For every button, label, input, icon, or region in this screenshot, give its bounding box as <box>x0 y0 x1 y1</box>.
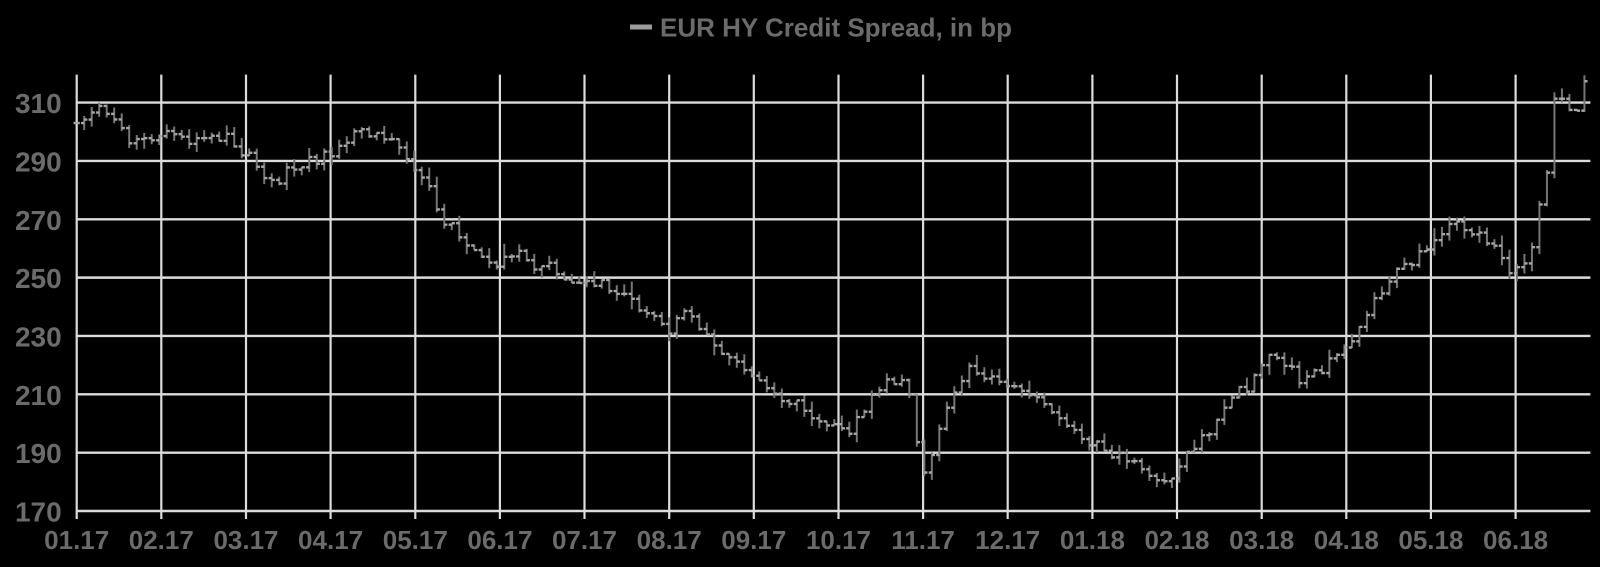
svg-text:190: 190 <box>15 438 62 469</box>
svg-text:07.17: 07.17 <box>552 525 617 555</box>
svg-text:01.18: 01.18 <box>1060 525 1125 555</box>
svg-text:10.17: 10.17 <box>806 525 871 555</box>
svg-text:03.18: 03.18 <box>1229 525 1294 555</box>
svg-text:09.17: 09.17 <box>721 525 786 555</box>
svg-text:290: 290 <box>15 146 62 177</box>
svg-text:EUR HY Credit Spread, in bp: EUR HY Credit Spread, in bp <box>660 13 1012 43</box>
svg-text:230: 230 <box>15 322 62 353</box>
svg-text:05.18: 05.18 <box>1398 525 1463 555</box>
svg-text:02.18: 02.18 <box>1144 525 1209 555</box>
svg-text:06.17: 06.17 <box>467 525 532 555</box>
svg-text:270: 270 <box>15 205 62 236</box>
svg-text:08.17: 08.17 <box>637 525 702 555</box>
svg-text:04.18: 04.18 <box>1314 525 1379 555</box>
svg-text:03.17: 03.17 <box>213 525 278 555</box>
svg-text:06.18: 06.18 <box>1483 525 1548 555</box>
svg-text:170: 170 <box>15 497 62 528</box>
svg-text:02.17: 02.17 <box>129 525 194 555</box>
svg-text:05.17: 05.17 <box>383 525 448 555</box>
svg-text:04.17: 04.17 <box>298 525 363 555</box>
svg-text:310: 310 <box>15 88 62 119</box>
svg-text:11.17: 11.17 <box>891 525 955 555</box>
svg-text:210: 210 <box>15 380 62 411</box>
svg-text:01.17: 01.17 <box>44 525 109 555</box>
svg-text:12.17: 12.17 <box>975 525 1040 555</box>
svg-text:250: 250 <box>15 263 62 294</box>
